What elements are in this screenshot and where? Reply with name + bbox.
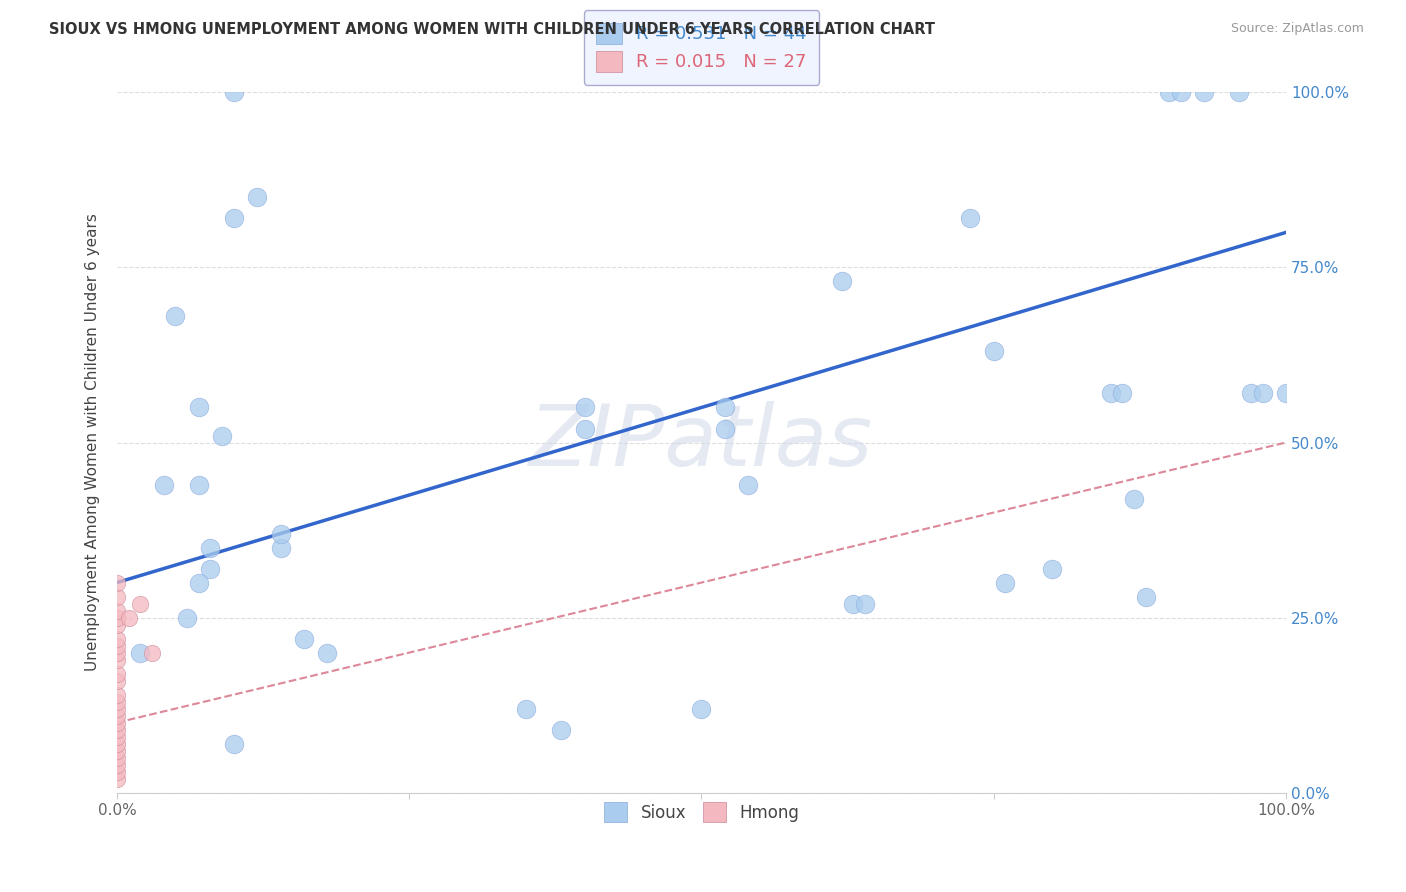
Text: Source: ZipAtlas.com: Source: ZipAtlas.com [1230, 22, 1364, 36]
Point [316, 646, 339, 660]
Point [187, 401, 209, 415]
Point [105, 646, 128, 660]
Point [105, 610, 128, 624]
Point [105, 652, 128, 666]
Point [222, 86, 245, 100]
Point [574, 421, 596, 435]
Point [1251, 386, 1274, 401]
Point [105, 757, 128, 772]
Point [959, 211, 981, 226]
Point [105, 575, 128, 590]
Point [141, 646, 163, 660]
Y-axis label: Unemployment Among Women with Children Under 6 years: Unemployment Among Women with Children U… [86, 213, 100, 672]
Point [211, 428, 233, 442]
Point [1099, 386, 1122, 401]
Point [1040, 561, 1063, 575]
Point [1192, 86, 1215, 100]
Point [165, 310, 187, 324]
Text: SIOUX VS HMONG UNEMPLOYMENT AMONG WOMEN WITH CHILDREN UNDER 6 YEARS CORRELATION : SIOUX VS HMONG UNEMPLOYMENT AMONG WOMEN … [49, 22, 935, 37]
Point [105, 715, 128, 730]
Point [1111, 386, 1133, 401]
Point [222, 211, 245, 226]
Point [270, 526, 292, 541]
Point [246, 190, 269, 204]
Legend: Sioux, Hmong: Sioux, Hmong [592, 791, 811, 833]
Point [105, 673, 128, 688]
Point [105, 723, 128, 737]
Point [105, 730, 128, 744]
Point [105, 695, 128, 709]
Point [129, 597, 152, 611]
Point [105, 744, 128, 758]
Point [152, 477, 174, 491]
Point [105, 764, 128, 779]
Point [187, 477, 209, 491]
Point [105, 737, 128, 751]
Point [983, 344, 1005, 359]
Point [574, 401, 596, 415]
Point [1227, 86, 1250, 100]
Point [690, 701, 713, 715]
Point [105, 688, 128, 702]
Point [1123, 491, 1146, 506]
Point [994, 575, 1017, 590]
Point [515, 701, 537, 715]
Point [176, 610, 198, 624]
Point [853, 597, 876, 611]
Point [550, 723, 572, 737]
Point [737, 477, 759, 491]
Point [105, 639, 128, 653]
Point [129, 646, 152, 660]
Point [1275, 386, 1298, 401]
Point [105, 666, 128, 681]
Point [1135, 590, 1157, 604]
Point [270, 541, 292, 555]
Point [714, 421, 737, 435]
Point [1157, 86, 1180, 100]
Point [842, 597, 865, 611]
Point [105, 750, 128, 764]
Point [105, 604, 128, 618]
Point [200, 561, 222, 575]
Point [105, 632, 128, 646]
Point [105, 617, 128, 632]
Text: ZIPatlas: ZIPatlas [529, 401, 873, 484]
Point [292, 632, 315, 646]
Point [105, 772, 128, 786]
Point [1240, 386, 1263, 401]
Point [105, 590, 128, 604]
Point [222, 737, 245, 751]
Point [105, 708, 128, 723]
Point [187, 575, 209, 590]
Point [200, 541, 222, 555]
Point [105, 701, 128, 715]
Point [714, 401, 737, 415]
Point [1170, 86, 1192, 100]
Point [118, 610, 141, 624]
Point [831, 275, 853, 289]
